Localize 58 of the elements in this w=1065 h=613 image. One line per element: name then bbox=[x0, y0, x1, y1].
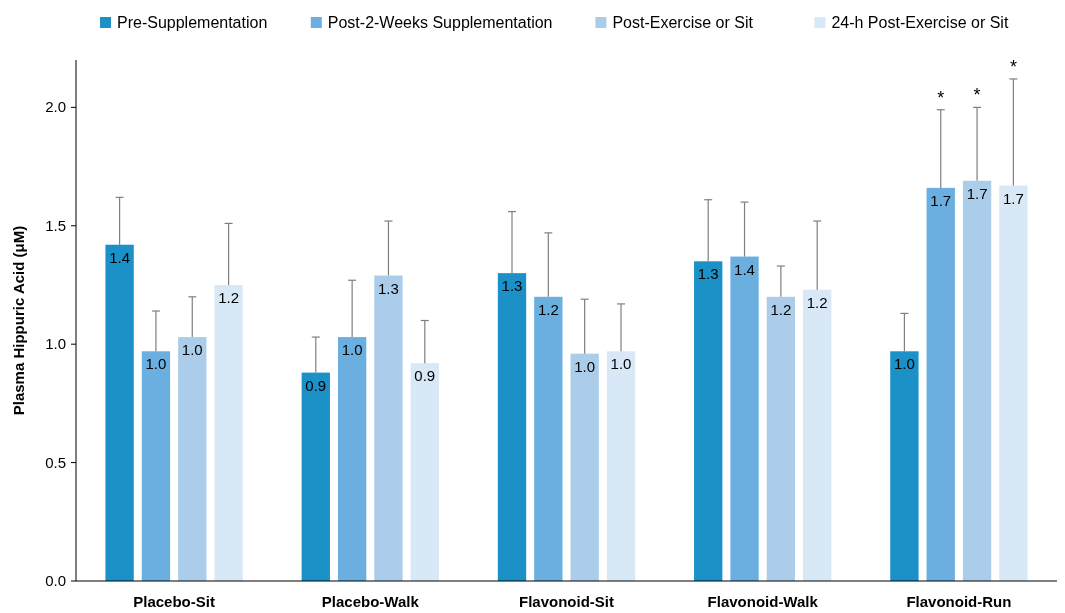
x-tick-label: Flavonoid-Sit bbox=[519, 593, 614, 610]
bar bbox=[534, 296, 563, 581]
x-tick-label: Placebo-Walk bbox=[321, 593, 420, 610]
y-tick-label: 1.5 bbox=[45, 216, 66, 234]
data-label: 1.0 bbox=[145, 355, 167, 373]
bar bbox=[694, 261, 723, 581]
annotation: * bbox=[973, 85, 981, 106]
bar bbox=[962, 180, 992, 581]
y-tick-label: 0.0 bbox=[45, 572, 66, 589]
data-label: 1.3 bbox=[378, 279, 399, 297]
data-label: 1.2 bbox=[770, 300, 792, 318]
x-tick-label: Flavonoid-Run bbox=[906, 593, 1012, 610]
bar bbox=[730, 256, 759, 581]
data-label: 1.0 bbox=[610, 355, 632, 373]
data-label: 1.7 bbox=[930, 191, 952, 209]
bar bbox=[374, 275, 403, 581]
legend-label: Post-Exercise or Sit bbox=[612, 14, 754, 31]
bar bbox=[890, 351, 919, 581]
data-label: 1.7 bbox=[1002, 189, 1024, 207]
data-label: 1.2 bbox=[806, 293, 828, 311]
bar bbox=[337, 337, 367, 581]
data-label: 0.9 bbox=[305, 376, 327, 394]
x-tick-label: Flavonoid-Walk bbox=[707, 593, 819, 610]
bar bbox=[999, 185, 1028, 581]
legend-label: 24-h Post-Exercise or Sit bbox=[831, 14, 1009, 31]
annotation: * bbox=[1009, 56, 1017, 77]
bar bbox=[570, 353, 599, 581]
data-label: 1.0 bbox=[574, 357, 596, 375]
y-tick-label: 1.0 bbox=[45, 335, 66, 353]
y-tick-label: 0.5 bbox=[45, 453, 66, 471]
data-label: 1.0 bbox=[893, 355, 915, 373]
bar bbox=[926, 187, 955, 581]
legend-label: Post-2-Weeks Supplementation bbox=[327, 14, 553, 31]
bar bbox=[766, 296, 796, 581]
data-label: 1.0 bbox=[341, 341, 363, 359]
data-label: 1.3 bbox=[697, 265, 719, 283]
y-axis-title: Plasma Hippuric Acid (μM) bbox=[10, 225, 27, 416]
data-label: 1.3 bbox=[501, 277, 523, 295]
bar bbox=[606, 351, 636, 581]
data-label: 1.2 bbox=[537, 300, 559, 318]
bar bbox=[410, 363, 439, 581]
bar bbox=[105, 244, 134, 581]
x-tick-label: Placebo-Sit bbox=[133, 593, 215, 610]
bar bbox=[214, 284, 243, 581]
data-label: 1.4 bbox=[109, 248, 131, 266]
data-label: 1.4 bbox=[734, 260, 755, 278]
data-label: 1.7 bbox=[966, 184, 988, 202]
data-label: 0.9 bbox=[414, 367, 436, 385]
annotation: * bbox=[937, 87, 945, 108]
data-label: 1.2 bbox=[218, 288, 240, 306]
bar bbox=[141, 351, 171, 581]
bar bbox=[803, 289, 832, 581]
bar bbox=[178, 337, 207, 581]
bar bbox=[497, 273, 527, 581]
y-tick-label: 2.0 bbox=[45, 98, 66, 116]
data-label: 1.0 bbox=[181, 341, 203, 359]
bar bbox=[301, 372, 330, 581]
legend-label: Pre-Supplementation bbox=[117, 14, 268, 31]
